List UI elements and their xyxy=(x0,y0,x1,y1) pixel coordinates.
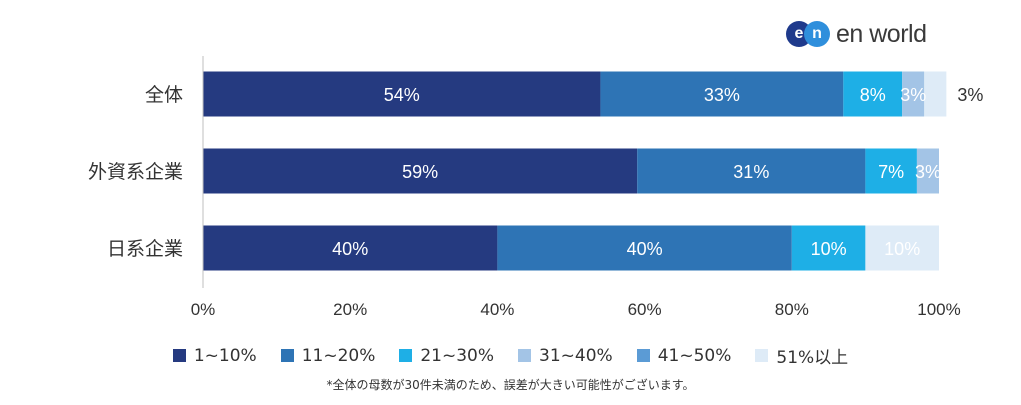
chart-legend: 1~10% 11~20% 21~30% 31~40% 41~50% 51%以上 xyxy=(0,343,1021,368)
legend-label: 21~30% xyxy=(420,345,495,366)
bar-data-label: 33% xyxy=(704,85,740,105)
bar-data-label: 59% xyxy=(402,162,438,182)
logo-circle-n: n xyxy=(804,21,830,47)
bars-group xyxy=(203,71,947,271)
legend-label: 51%以上 xyxy=(776,348,849,368)
legend-label: 41~50% xyxy=(657,345,732,366)
bar-segment xyxy=(637,148,866,194)
bar-segment xyxy=(865,225,939,271)
bar-data-label: 54% xyxy=(384,85,420,105)
legend-label: 31~40% xyxy=(539,345,613,366)
bar-labels-group: 54% 33% 8% 3% 3% 59% 31% 7% 3% 40% 40% 10% 10% xyxy=(332,85,983,259)
legend-entry: 1~10% xyxy=(172,345,257,366)
x-tick-label: 80% xyxy=(775,300,809,319)
bar-segment xyxy=(203,225,498,271)
bar-data-label: 8% xyxy=(860,85,886,105)
bar-data-label: 40% xyxy=(627,239,663,259)
legend-entry: 21~30% xyxy=(399,346,494,366)
legend-entry: 11~20% xyxy=(280,345,376,366)
legend-label: 11~20% xyxy=(301,345,376,366)
legend-entry: 41~50% xyxy=(636,345,732,366)
bar-segment xyxy=(902,71,925,117)
bar-data-label: 10% xyxy=(811,239,847,259)
x-tick-label: 100% xyxy=(917,300,960,319)
bar-segment xyxy=(791,225,866,271)
x-tick-label: 60% xyxy=(628,300,662,319)
bar-data-label: 3% xyxy=(900,85,926,105)
bar-segment xyxy=(916,148,939,194)
legend-swatch xyxy=(518,349,532,362)
bar-data-label: 3% xyxy=(915,162,941,182)
bar-segment xyxy=(203,71,601,117)
x-tick-label: 20% xyxy=(333,300,367,319)
legend-swatch xyxy=(280,349,294,362)
bar-data-label: 10% xyxy=(884,239,920,259)
legend-label: 1~10% xyxy=(193,345,257,366)
legend-swatch xyxy=(755,349,769,362)
footnote: *全体の母数が30件未満のため、誤差が大きい可能性がございます。 xyxy=(326,378,695,392)
x-tick-labels: 0% 20% 40% 60% 80% 100% xyxy=(191,300,961,319)
stacked-bar-chart: 54% 33% 8% 3% 3% 59% 31% 7% 3% 40% 40% 10% 10% 全体外資系… xyxy=(88,56,983,319)
bar-data-label: 3% xyxy=(957,85,983,105)
bar-data-label: 31% xyxy=(733,162,769,182)
bar-segment xyxy=(497,225,792,271)
bar-segment xyxy=(865,148,917,194)
legend-entry: 51%以上 xyxy=(755,343,848,368)
bar-data-label: 7% xyxy=(878,162,904,182)
x-tick-label: 0% xyxy=(191,300,216,319)
category-label: 日系企業 xyxy=(107,238,183,260)
logo-wordmark: en world xyxy=(836,19,927,48)
bar-segment xyxy=(600,71,844,117)
bar-segment xyxy=(843,71,903,117)
legend-swatch xyxy=(172,349,186,362)
legend-swatch xyxy=(399,349,413,362)
legend-entry: 31~40% xyxy=(518,346,613,366)
bar-segment xyxy=(924,71,947,117)
category-label: 全体 xyxy=(145,84,183,106)
logo-mark: e n xyxy=(786,19,832,49)
category-label: 外資系企業 xyxy=(88,161,183,183)
bar-segment xyxy=(203,148,638,194)
bar-data-label: 40% xyxy=(332,239,368,259)
x-tick-label: 40% xyxy=(480,300,514,319)
legend-swatch xyxy=(636,349,650,362)
brand-logo: e n en world xyxy=(786,18,927,50)
